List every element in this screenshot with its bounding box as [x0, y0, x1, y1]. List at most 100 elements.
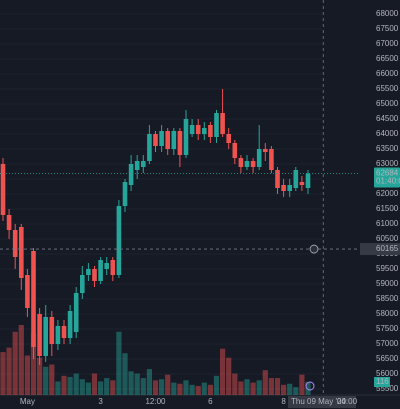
- candle-body: [116, 206, 122, 276]
- crosshair-add-icon: [309, 244, 319, 254]
- logo: [305, 381, 315, 391]
- last-price-badge: [374, 167, 400, 188]
- candle-body: [128, 164, 134, 186]
- volume-bar: [49, 364, 55, 395]
- volume-bar: [281, 384, 287, 395]
- volume-bar: [305, 381, 311, 395]
- volume-bar: [67, 376, 73, 395]
- candle-body: [220, 113, 225, 135]
- candle-body: [12, 230, 18, 258]
- candle-body: [293, 170, 299, 189]
- candle-body: [19, 227, 24, 279]
- volume-bar: [6, 347, 12, 395]
- volume-bar: [213, 375, 220, 395]
- volume-bar: [12, 331, 18, 395]
- countdown: 01:40:00: [376, 177, 400, 186]
- volume-bar: [293, 387, 299, 395]
- candle-body: [232, 143, 238, 159]
- y-tick-label: 65000: [376, 99, 399, 108]
- volume-bar: [55, 381, 61, 395]
- y-tick-label: 63500: [376, 144, 399, 153]
- candle-body: [226, 134, 231, 144]
- volume-bar: [61, 375, 67, 395]
- y-tick-label: 58000: [376, 309, 399, 318]
- candle-body: [171, 131, 177, 150]
- volume-bar: [189, 384, 195, 395]
- candle-body: [92, 269, 97, 282]
- candle-body: [25, 275, 30, 309]
- volume-bar: [274, 378, 281, 395]
- volume-bar: [159, 379, 165, 395]
- candle-body: [269, 149, 274, 171]
- volume-bar: [85, 382, 91, 395]
- candle-body: [281, 185, 286, 192]
- candle-body: [275, 170, 280, 189]
- candle-body: [37, 314, 42, 357]
- y-tick-label: 56000: [376, 369, 399, 378]
- crosshair-price: 60165: [376, 244, 399, 253]
- candle-body: [55, 326, 61, 345]
- candle-body: [305, 173, 311, 189]
- candle-body: [98, 260, 103, 282]
- y-tick-label: 60500: [376, 234, 399, 243]
- last-price: 62684: [376, 169, 399, 178]
- volume-bar: [201, 382, 207, 395]
- volume-bar: [177, 383, 183, 395]
- x-tick-label: May: [20, 397, 35, 406]
- volume-bar: [268, 378, 274, 395]
- candle-body: [244, 161, 250, 168]
- y-tick-label: 62000: [376, 189, 399, 198]
- y-tick-label: 68000: [376, 9, 399, 18]
- y-tick-label: 67000: [376, 39, 399, 48]
- volume-bar: [146, 369, 152, 395]
- volume-bar: [0, 352, 6, 395]
- candle-body: [250, 161, 256, 168]
- volume-bar: [262, 370, 268, 395]
- volume-bar: [79, 379, 85, 395]
- volume-bar: [232, 373, 238, 395]
- y-tick-label: 64500: [376, 114, 399, 123]
- candle-body: [214, 113, 219, 138]
- volume-bar: [110, 380, 116, 395]
- volume-bar: [238, 381, 244, 395]
- candle-body: [31, 251, 36, 348]
- y-tick-label: 61500: [376, 204, 399, 213]
- candle-body: [208, 125, 213, 138]
- volume-bar: [73, 373, 79, 395]
- volume-bar: [287, 383, 293, 395]
- volume-bar: [134, 373, 140, 395]
- volume-bar: [299, 374, 305, 395]
- y-tick-label: 66000: [376, 69, 399, 78]
- candle-body: [134, 161, 140, 171]
- volume-bar: [122, 353, 128, 395]
- crosshair-clock: 00:00: [337, 397, 358, 406]
- candle-body: [6, 215, 12, 231]
- x-tick-label: 8: [281, 397, 286, 406]
- candle-body: [104, 263, 109, 270]
- candle-body: [202, 128, 207, 135]
- candle-body: [43, 317, 48, 357]
- y-tick-label: 57500: [376, 324, 399, 333]
- y-tick-label: 66500: [376, 54, 399, 63]
- y-tick-label: 58500: [376, 294, 399, 303]
- y-tick-label: 64000: [376, 129, 399, 138]
- crosshair-time: Thu 09 May '24: [291, 397, 346, 406]
- x-tick-label: 12:00: [145, 397, 166, 406]
- volume-bar: [152, 380, 159, 395]
- candle-body: [256, 149, 262, 168]
- y-tick-label: 61000: [376, 219, 399, 228]
- volume-bar: [171, 382, 177, 395]
- candle-body: [49, 317, 55, 345]
- volume-bar: [98, 381, 104, 395]
- candle-body: [61, 326, 67, 339]
- volume-badge: [374, 377, 390, 387]
- candle-body: [153, 134, 158, 147]
- candle-body: [122, 182, 128, 207]
- volume-bar: [244, 379, 250, 395]
- candle-body: [299, 182, 305, 186]
- y-tick-label: 67500: [376, 24, 399, 33]
- candle-body: [195, 125, 201, 135]
- x-tick-label: 6: [208, 397, 213, 406]
- crosshair-price-badge: [360, 243, 400, 256]
